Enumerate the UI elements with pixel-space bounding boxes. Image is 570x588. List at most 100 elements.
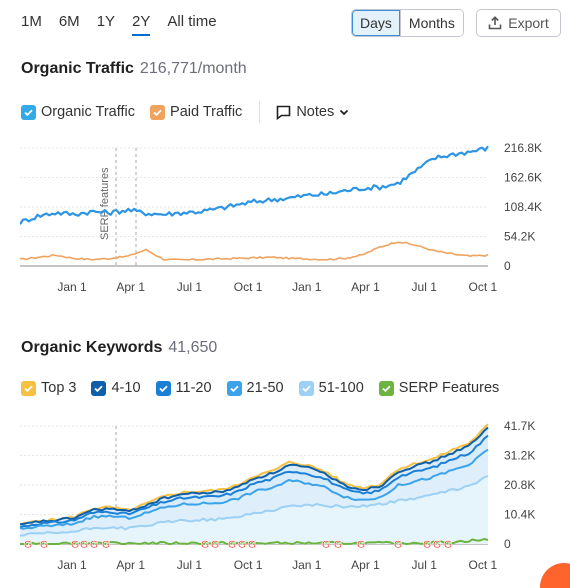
x-tick-label: Jan 1 (292, 558, 322, 572)
range-tab-1y[interactable]: 1Y (96, 13, 116, 30)
x-tick-label: Jul 1 (412, 558, 438, 572)
legend-organic-traffic[interactable]: Organic Traffic (21, 104, 135, 120)
notes-label: Notes (296, 104, 335, 120)
organic-traffic-chart: SERP features 216.8K 162.6K 108.4K 54.2K 0 J… (20, 141, 542, 294)
checkbox-checked-icon (21, 104, 36, 120)
days-button[interactable]: Days (352, 10, 400, 36)
x-tick-label: Apr 1 (116, 280, 145, 294)
serp-feature-marker: G (444, 539, 453, 551)
export-label: Export (508, 15, 549, 31)
legend-label: 21-50 (246, 380, 284, 396)
legend-11-20[interactable]: 11-20 (155, 380, 212, 396)
range-tab-6m[interactable]: 6M (58, 13, 80, 30)
legend-label: 51-100 (318, 380, 364, 396)
x-tick-label: Jul 1 (412, 280, 438, 294)
serp-feature-marker: G (211, 539, 220, 551)
x-tick-label: Apr 1 (351, 558, 380, 572)
checkbox-checked-icon (378, 380, 394, 396)
date-range-tabs: 1M 6M 1Y 2Y All time (21, 13, 234, 36)
legend-paid-traffic[interactable]: Paid Traffic (150, 104, 242, 120)
y-tick-label: 0 (504, 259, 511, 273)
series-line-51-100 (20, 475, 489, 537)
x-tick-label: Apr 1 (351, 280, 380, 294)
checkbox-checked-icon (21, 380, 36, 396)
checkbox-checked-icon (226, 380, 242, 396)
keywords-legend: Top 3 4-10 11-20 21-50 51-100 SERP Featu… (21, 380, 514, 396)
legend-organic-label: Organic Traffic (41, 104, 136, 120)
x-tick-label: Oct 1 (234, 280, 263, 294)
serp-feature-marker: G (71, 539, 80, 551)
legend-label: Top 3 (41, 380, 77, 396)
serp-feature-marker: G (238, 539, 247, 551)
serp-feature-marker: G (334, 539, 343, 551)
range-tab-all-time[interactable]: All time (167, 13, 217, 30)
chevron-down-icon (340, 109, 349, 116)
y-tick-label: 10.4K (504, 508, 535, 522)
checkbox-checked-icon (150, 104, 166, 120)
serp-feature-marker: G (322, 539, 331, 551)
x-tick-label: Oct 1 (469, 280, 498, 294)
legend-divider (259, 101, 261, 123)
export-button[interactable]: Export (476, 9, 561, 37)
x-tick-label: Jan 1 (57, 558, 87, 572)
y-tick-label: 31.2K (504, 449, 535, 463)
legend-paid-label: Paid Traffic (170, 104, 243, 120)
organic-keywords-value: 41,650 (168, 339, 218, 356)
organic-keywords-title: Organic Keywords (21, 339, 163, 356)
legend-label: 4-10 (111, 380, 141, 396)
x-tick-label: Oct 1 (469, 558, 498, 572)
y-tick-label: 41.7K (504, 419, 535, 433)
y-tick-label: 20.8K (504, 478, 535, 492)
organic-traffic-value: 216,771/month (139, 60, 247, 77)
serp-feature-marker: G (433, 539, 442, 551)
serp-feature-marker: G (24, 539, 33, 551)
serp-feature-marker: G (394, 539, 403, 551)
organic-keywords-heading: Organic Keywords 41,650 (21, 339, 217, 357)
legend-51-100[interactable]: 51-100 (298, 380, 364, 396)
legend-label: SERP Features (398, 380, 500, 396)
notes-dropdown[interactable]: Notes (276, 104, 349, 120)
serp-feature-marker: G (201, 539, 210, 551)
y-tick-label: 162.6K (504, 171, 542, 185)
x-tick-label: Oct 1 (234, 558, 263, 572)
legend-serp-features[interactable]: SERP Features (378, 380, 500, 396)
x-tick-label: Jul 1 (177, 280, 203, 294)
series-line-serp-features (20, 538, 489, 545)
serp-feature-marker: G (423, 539, 432, 551)
legend-label: 11-20 (175, 380, 212, 396)
serp-feature-marker: G (80, 539, 89, 551)
y-tick-label: 0 (504, 537, 511, 551)
series-line-paid-traffic (20, 241, 489, 261)
serp-feature-marker: G (248, 539, 257, 551)
x-tick-label: Jul 1 (177, 558, 203, 572)
series-line-11-20 (20, 434, 489, 529)
checkbox-checked-icon (155, 380, 171, 396)
organic-traffic-heading: Organic Traffic 216,771/month (21, 60, 247, 78)
checkbox-checked-icon (91, 380, 107, 396)
x-tick-label: Jan 1 (292, 280, 322, 294)
x-tick-label: Jan 1 (57, 280, 87, 294)
range-tab-1m[interactable]: 1M (21, 13, 42, 30)
export-icon (488, 16, 502, 30)
legend-4-10[interactable]: 4-10 (91, 380, 141, 396)
legend-21-50[interactable]: 21-50 (226, 380, 284, 396)
serp-feature-marker: G (40, 539, 49, 551)
serp-feature-marker: G (102, 539, 111, 551)
traffic-legend: Organic Traffic Paid Traffic Notes (21, 101, 349, 123)
granularity-toggle: Days Months (351, 9, 464, 37)
range-tab-2y[interactable]: 2Y (132, 13, 151, 36)
organic-traffic-title: Organic Traffic (21, 60, 134, 77)
serp-feature-marker: G (90, 539, 99, 551)
y-tick-label: 108.4K (504, 200, 542, 214)
months-button[interactable]: Months (399, 10, 463, 36)
serp-feature-marker: G (357, 539, 366, 551)
serp-features-annotation: SERP features (99, 167, 111, 240)
note-icon (277, 105, 291, 120)
y-tick-label: 216.8K (504, 141, 542, 155)
serp-feature-marker: G (228, 539, 237, 551)
series-line-21-50 (20, 448, 489, 530)
series-line-4-10 (20, 426, 489, 526)
checkbox-checked-icon (298, 380, 314, 396)
legend-top-3[interactable]: Top 3 (21, 380, 76, 396)
